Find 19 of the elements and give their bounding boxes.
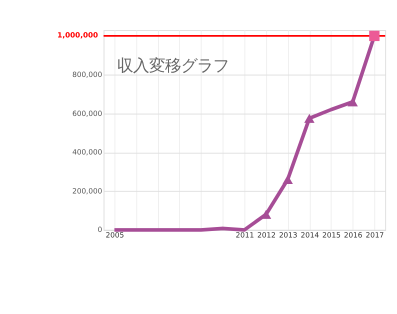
x-tick-label: 2005 [106,230,124,240]
x-tick-label: 2011 [236,230,254,240]
y-tick-label: 800,000 [72,70,103,79]
y-tick-label: 600,000 [72,108,103,118]
point [348,97,358,106]
text: 収入変移グラフ [117,56,230,75]
x-tick-label: 2017 [366,230,384,240]
y-tick-label: 0 [98,225,103,234]
point [282,174,293,184]
x-tick-label: 2012 [257,230,276,240]
point [304,114,315,123]
x-tick-label: 2014 [300,230,320,240]
x-tick-label: 2015 [322,230,341,240]
point [369,30,380,42]
x-tick-label: 2016 [344,230,363,240]
y-tick-label: 400,000 [72,148,103,157]
y-tick-label: 200,000 [72,186,103,196]
x-tick-label: 2013 [278,230,298,240]
ref-line-label: 1,000,000 [57,30,98,40]
